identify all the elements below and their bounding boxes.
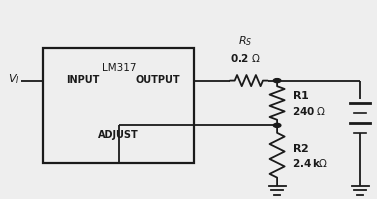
Bar [43,48,194,163]
Text: LM317: LM317 [101,63,136,73]
Circle shape [273,123,281,127]
Text: $\mathbf{240}$ $\Omega$: $\mathbf{240}$ $\Omega$ [292,105,326,117]
Text: ADJUST: ADJUST [98,131,139,140]
Text: $\mathbf{2.4\,k}$$\Omega$: $\mathbf{2.4\,k}$$\Omega$ [292,157,329,169]
Text: $\mathbf{0.2}$ $\Omega$: $\mathbf{0.2}$ $\Omega$ [230,52,261,64]
Text: INPUT: INPUT [66,75,99,85]
Text: OUTPUT: OUTPUT [136,75,180,85]
Text: $\mathbf{R1}$: $\mathbf{R1}$ [292,89,310,101]
Circle shape [273,79,281,83]
Text: $R_S$: $R_S$ [238,34,252,48]
Text: $\mathbf{R2}$: $\mathbf{R2}$ [292,142,310,154]
Text: $V_I$: $V_I$ [8,73,19,87]
